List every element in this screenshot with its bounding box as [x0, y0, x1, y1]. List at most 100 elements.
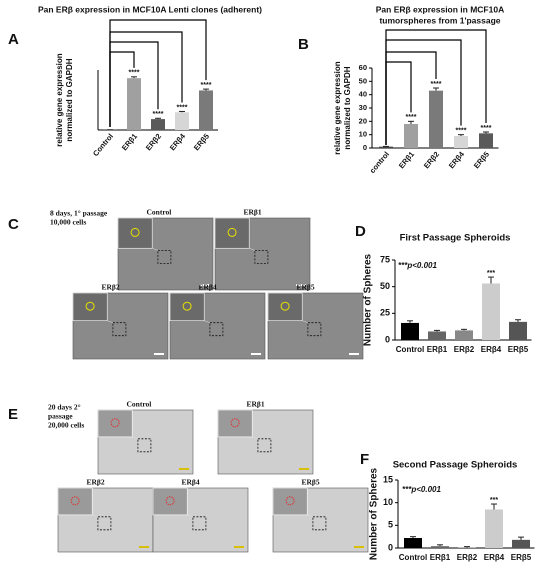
x-tick-label: ERβ2	[457, 553, 478, 562]
significance: ****	[201, 82, 212, 89]
comparison-bracket	[109, 31, 183, 127]
x-tick-label: ERβ5	[508, 345, 529, 354]
x-tick-label: control	[368, 150, 391, 175]
inset	[272, 487, 308, 516]
comparison-bracket	[385, 39, 462, 145]
inset	[72, 292, 108, 322]
y-tick-label: 20	[359, 116, 367, 125]
zoom-line	[92, 514, 98, 518]
bar	[151, 119, 165, 130]
y-axis-label: Number of Spheres	[363, 253, 374, 346]
image-label: ERβ1	[244, 208, 262, 217]
image-caption: 20 days 2°	[48, 403, 81, 412]
panel-letter: C	[8, 216, 19, 233]
sphere-ring	[227, 227, 237, 237]
bar	[199, 90, 213, 130]
bar	[482, 283, 500, 340]
y-axis-label: Number of Spheres	[369, 467, 380, 560]
image-label: Control	[127, 400, 152, 409]
y-axis-label: relative gene expression	[55, 53, 64, 146]
zoom-box	[209, 322, 224, 337]
scale-bar	[234, 546, 244, 548]
significance: ****	[177, 104, 188, 111]
x-tick-label: ERβ1	[430, 553, 451, 562]
x-tick-label: ERβ5	[472, 150, 491, 170]
zoom-line	[302, 320, 308, 323]
zoom-line	[204, 320, 210, 323]
panel-letter: B	[298, 36, 309, 53]
significance: ****	[431, 81, 442, 88]
image-label: ERβ4	[182, 478, 200, 487]
y-tick-label: 40	[359, 90, 367, 99]
chart-title: Second Passage Spheroids	[393, 460, 518, 471]
inset	[169, 292, 205, 322]
chart-title: Pan ERβ expression in MCF10A	[376, 4, 504, 14]
scale-bar	[179, 468, 189, 470]
x-tick-label: ERβ2	[144, 132, 163, 152]
image-label: ERβ5	[297, 283, 315, 292]
inset	[57, 487, 93, 516]
y-tick-label: 50	[359, 76, 367, 85]
zoom-line	[107, 320, 113, 323]
zoom-box	[137, 438, 152, 453]
y-tick-label: 30	[359, 103, 367, 112]
y-tick-label: 15	[383, 474, 393, 484]
sphere-ring	[230, 418, 240, 428]
bar	[485, 509, 503, 548]
zoom-line	[307, 514, 313, 518]
inset	[152, 487, 188, 516]
inset	[267, 292, 303, 322]
x-tick-label: ERβ5	[192, 132, 211, 152]
bar	[404, 124, 418, 148]
bar	[512, 539, 530, 548]
zoom-line	[252, 436, 258, 440]
significance: ****	[456, 128, 467, 135]
x-tick-label: ERβ4	[481, 345, 502, 354]
inset	[117, 217, 153, 249]
zoom-box	[307, 322, 322, 337]
significance: ****	[129, 70, 140, 77]
bar	[127, 78, 141, 130]
scale-bar	[296, 284, 306, 286]
zoom-line	[187, 514, 193, 518]
y-tick-label: 0	[385, 334, 390, 344]
scale-bar	[199, 284, 209, 286]
significance: ****	[406, 114, 417, 121]
bar	[455, 330, 473, 340]
panel-letter: A	[8, 31, 19, 48]
inset	[214, 217, 250, 249]
bar	[429, 90, 443, 148]
sphere-ring	[182, 301, 192, 311]
annotation: ***p<0.001	[402, 485, 441, 494]
y-tick-label: 25	[380, 308, 390, 318]
scale-bar	[349, 353, 359, 355]
image-label: ERβ2	[87, 478, 105, 487]
bar	[379, 146, 393, 148]
scale-bar	[299, 468, 309, 470]
image-caption: 10,000 cells	[50, 218, 86, 227]
y-tick-label: 10	[383, 497, 393, 507]
y-tick-label: 0	[388, 542, 393, 552]
zoom-line	[249, 248, 255, 251]
x-tick-label: ERβ1	[120, 132, 139, 152]
sphere-ring	[70, 496, 80, 506]
y-axis-label: normalized to GAPDH	[65, 58, 74, 141]
x-tick-label: Control	[396, 345, 424, 354]
image-label: Control	[147, 208, 172, 217]
image-label: ERβ5	[302, 478, 320, 487]
zoom-box	[157, 249, 172, 264]
chart-title: Pan ERβ expression in MCF10A Lenti clone…	[38, 4, 262, 14]
x-tick-label: ERβ5	[511, 553, 532, 562]
image-label: ERβ2	[102, 283, 120, 292]
x-tick-label: ERβ2	[454, 345, 475, 354]
sphere-ring	[110, 418, 120, 428]
sphere-ring	[280, 301, 290, 311]
y-tick-label: 50	[380, 281, 390, 291]
x-tick-label: ERβ2	[422, 150, 441, 170]
scale-bar	[354, 546, 364, 548]
y-tick-label: 10	[359, 130, 367, 139]
scale-bar	[139, 546, 149, 548]
significance: ***	[490, 497, 498, 504]
panel-letter: F	[360, 451, 369, 468]
x-tick-label: Control	[399, 553, 427, 562]
